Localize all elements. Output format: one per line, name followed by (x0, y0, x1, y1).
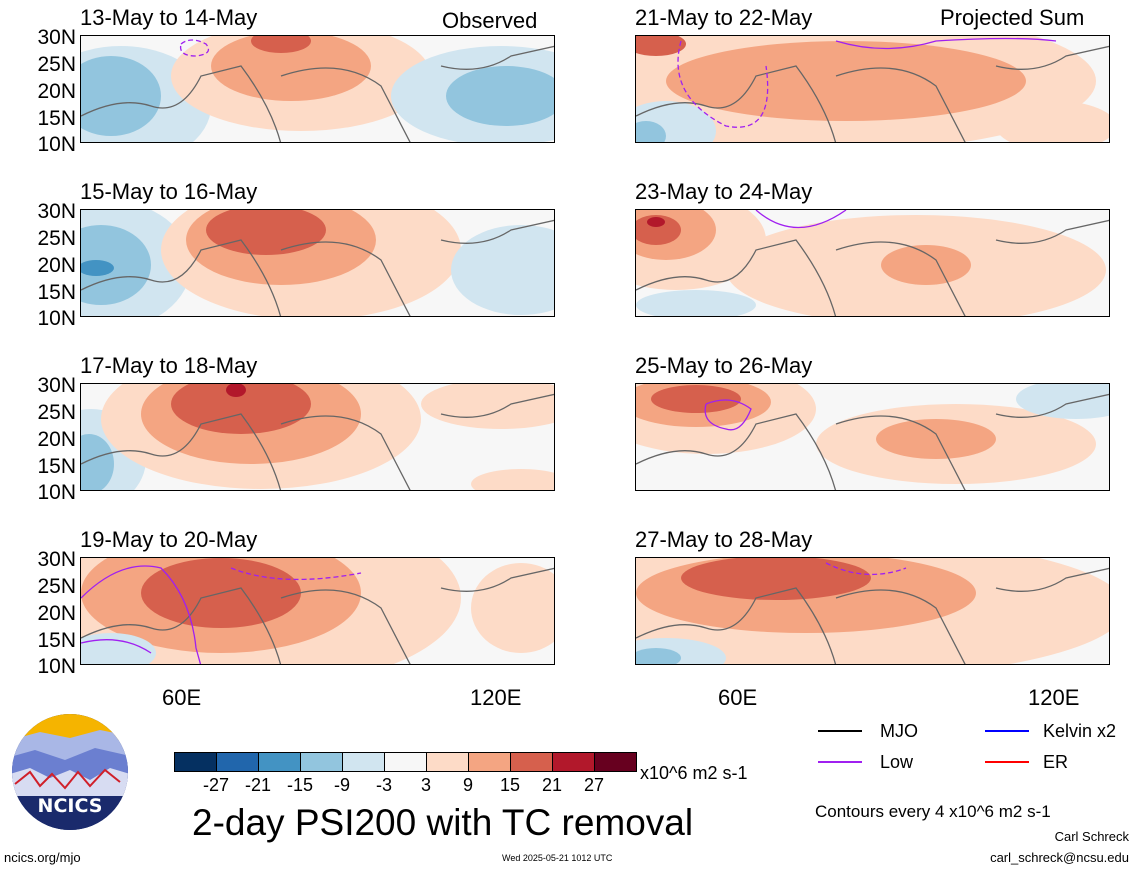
panel-title: 19-May to 20-May (80, 527, 258, 552)
legend-line-er (985, 761, 1029, 763)
colorbar-swatch (594, 753, 636, 771)
colorbar-swatch (384, 753, 426, 771)
map-panel (80, 35, 555, 143)
colorbar-label: -21 (244, 775, 272, 795)
panel-title: 21-May to 22-May (635, 5, 813, 30)
footer-email: carl_schreck@ncsu.edu (990, 850, 1129, 865)
lon-label: 120E (1028, 685, 1080, 710)
main-title: 2-day PSI200 with TC removal (192, 802, 694, 843)
panel-title: 13-May to 14-May (80, 5, 258, 30)
map-panel (80, 209, 555, 317)
colorbar-swatch (216, 753, 258, 771)
lat-label: 15N (37, 281, 76, 304)
legend-line-mjo (818, 730, 862, 732)
lat-label: 25N (37, 53, 76, 76)
lon-label: 60E (162, 685, 202, 710)
lat-label: 10N (37, 655, 76, 678)
panel-title: 25-May to 26-May (635, 353, 813, 378)
lat-label: 20N (37, 254, 76, 277)
legend-label-kelvin: Kelvin x2 (1043, 721, 1117, 741)
colorbar-labels: -27 -21 -15 -9 -3 3 9 15 21 27 (174, 776, 637, 796)
ncics-logo: NCICS (10, 712, 130, 832)
colorbar-swatch (342, 753, 384, 771)
legend-line-kelvin (985, 730, 1029, 732)
map-panel (635, 383, 1110, 491)
lat-label: 10N (37, 133, 76, 156)
map-panel (80, 383, 555, 491)
colorbar-swatches (174, 752, 637, 772)
map-panel (635, 557, 1110, 665)
colorbar-label: 9 (462, 775, 474, 795)
lat-label: 25N (37, 227, 76, 250)
panel-tag-projected: Projected Sum (940, 5, 1085, 30)
colorbar-swatch (300, 753, 342, 771)
lat-label: 10N (37, 481, 76, 504)
map-panel (635, 209, 1110, 317)
lon-label: 60E (718, 685, 758, 710)
panel-title: 17-May to 18-May (80, 353, 258, 378)
colorbar-units: x10^6 m2 s-1 (640, 763, 748, 783)
colorbar: -27 -21 -15 -9 -3 3 9 15 21 27 (174, 752, 637, 796)
lat-label: 30N (37, 26, 76, 49)
legend-line-low (818, 761, 862, 763)
colorbar-swatch (258, 753, 300, 771)
legend-label-er: ER (1043, 752, 1069, 772)
contours-note: Contours every 4 x10^6 m2 s-1 (815, 802, 1051, 821)
panel-tag-observed: Observed (442, 8, 538, 33)
colorbar-swatch (175, 753, 216, 771)
panel-title: 27-May to 28-May (635, 527, 813, 552)
lat-label: 15N (37, 629, 76, 652)
colorbar-swatch (552, 753, 594, 771)
logo-text: NCICS (38, 795, 103, 817)
lat-label: 10N (37, 307, 76, 330)
map-panel (635, 35, 1110, 143)
lat-label: 25N (37, 575, 76, 598)
map-panel (80, 557, 555, 665)
colorbar-label: 21 (541, 775, 563, 795)
panel-title: 23-May to 24-May (635, 179, 813, 204)
colorbar-swatch (426, 753, 468, 771)
lat-label: 30N (37, 200, 76, 223)
colorbar-label: 27 (583, 775, 605, 795)
colorbar-label: -3 (375, 775, 393, 795)
panel-title: 15-May to 16-May (80, 179, 258, 204)
lon-label: 120E (470, 685, 522, 710)
colorbar-label: -27 (202, 775, 230, 795)
lat-label: 20N (37, 80, 76, 103)
lat-label: 15N (37, 455, 76, 478)
colorbar-swatch (510, 753, 552, 771)
lat-label: 25N (37, 401, 76, 424)
lat-label: 20N (37, 428, 76, 451)
colorbar-label: 15 (499, 775, 521, 795)
colorbar-label: -15 (286, 775, 314, 795)
footer-author: Carl Schreck (1054, 829, 1129, 844)
lat-label: 20N (37, 602, 76, 625)
legend-label-mjo: MJO (880, 721, 918, 741)
lat-label: 30N (37, 374, 76, 397)
lat-label: 30N (37, 548, 76, 571)
footer-url: ncics.org/mjo (4, 850, 81, 865)
colorbar-label: -9 (333, 775, 351, 795)
colorbar-swatch (468, 753, 510, 771)
footer-timestamp: Wed 2025-05-21 1012 UTC (502, 853, 613, 863)
lat-label: 15N (37, 107, 76, 130)
legend-label-low: Low (880, 752, 914, 772)
colorbar-label: 3 (420, 775, 432, 795)
